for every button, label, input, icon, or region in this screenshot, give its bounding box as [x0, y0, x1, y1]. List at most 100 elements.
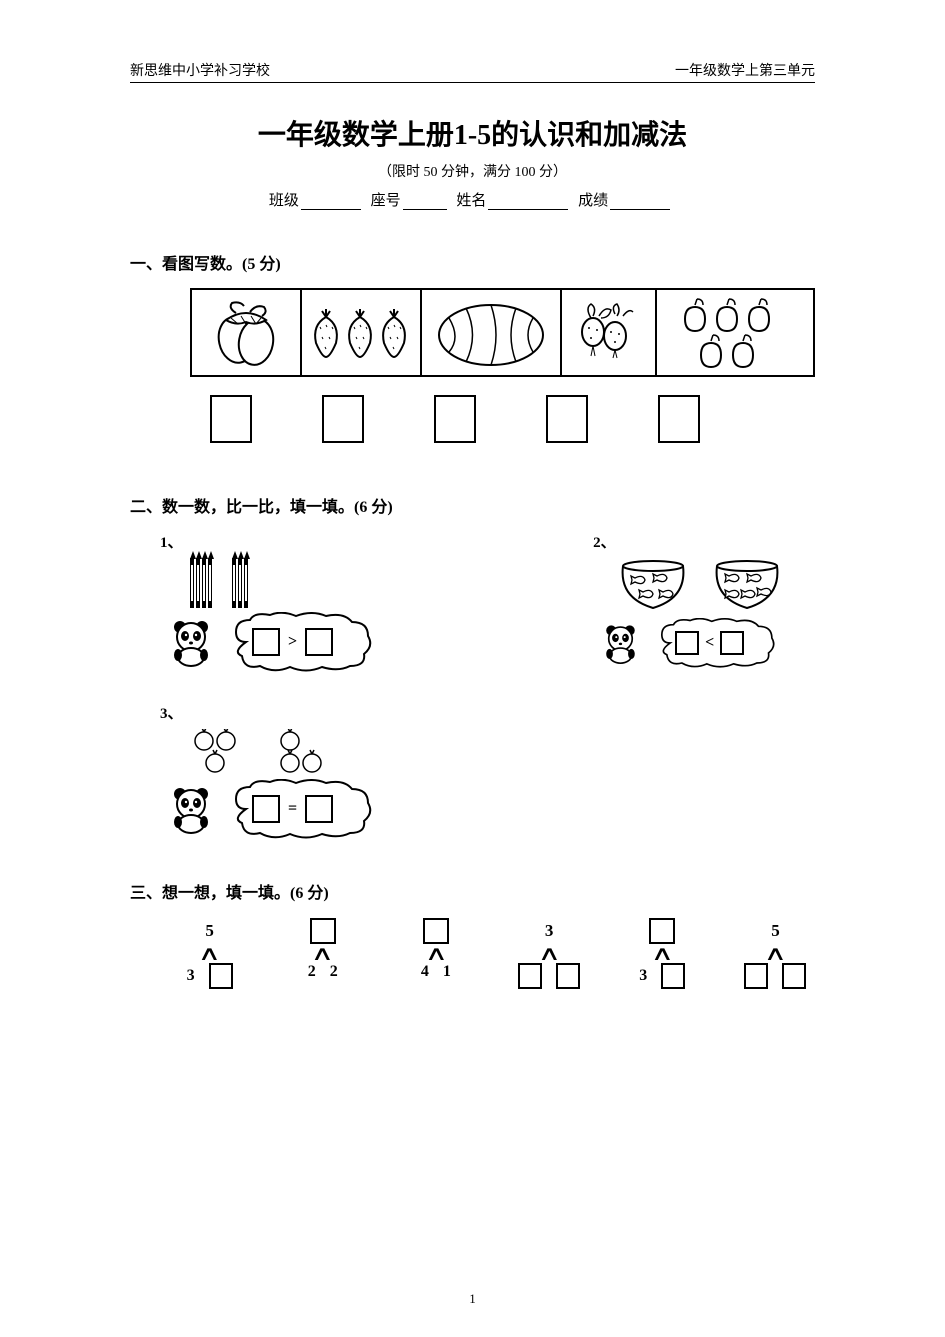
panda-icon — [601, 622, 645, 664]
bond-bottom — [518, 963, 580, 989]
compare-box-left[interactable] — [252, 628, 280, 656]
compare-box-left[interactable] — [252, 795, 280, 823]
answer-box[interactable] — [658, 395, 700, 443]
number-bond: ∧41 — [396, 917, 475, 989]
pencil-icon — [190, 558, 194, 608]
page-title: 一年级数学上册1-5的认识和加减法 — [130, 113, 815, 153]
q2-sub2-label: 2、 — [593, 531, 856, 552]
fruit-cell-strawberries — [302, 290, 422, 375]
strawberry-icon — [306, 303, 416, 363]
panda-bubble-1: > — [168, 612, 463, 672]
q2-sub1-label: 1、 — [160, 531, 463, 552]
bond-left: 2 — [308, 963, 316, 981]
panda-icon — [168, 617, 220, 667]
header-row: 新思维中小学补习学校 一年级数学上第三单元 — [130, 60, 815, 83]
number-bond: ∧3 — [623, 917, 702, 989]
bond-bottom: 3 — [187, 963, 233, 989]
bond-split-icon: ∧ — [198, 947, 221, 961]
pencil-icon — [208, 558, 212, 608]
bond-bottom: 41 — [421, 963, 451, 981]
bowls-row — [613, 558, 856, 614]
fishbowl-icon — [707, 558, 787, 614]
bond-left[interactable] — [744, 963, 768, 989]
fruit-cell-radishes — [562, 290, 657, 375]
page-number: 1 — [469, 1291, 476, 1307]
bonds-row: 5∧3∧22∧413∧∧35∧ — [170, 917, 815, 989]
watermelon-icon — [431, 298, 551, 368]
bond-right[interactable] — [661, 963, 685, 989]
q1-heading: 一、看图写数。(5 分) — [130, 250, 815, 274]
pencil-icon — [196, 558, 200, 608]
answer-box[interactable] — [322, 395, 364, 443]
pencil-group-right — [232, 558, 248, 608]
seat-blank[interactable] — [403, 194, 447, 210]
eq-operator: = — [288, 800, 297, 818]
pencils-row — [190, 558, 463, 608]
bond-right[interactable] — [209, 963, 233, 989]
pencil-icon — [232, 558, 236, 608]
bond-split-icon: ∧ — [311, 947, 334, 961]
number-bond: 3∧ — [510, 917, 589, 989]
fruit-cell-mangoes — [192, 290, 302, 375]
tomato-group-icon — [190, 729, 254, 775]
compare-box-right[interactable] — [305, 795, 333, 823]
compare-box-left[interactable] — [675, 631, 699, 655]
number-bond: 5 ∧3 — [170, 917, 249, 989]
bond-right: 1 — [443, 963, 451, 981]
bond-top[interactable] — [649, 917, 675, 945]
number-bond: 5∧ — [736, 917, 815, 989]
seat-label: 座号 — [371, 193, 401, 209]
class-blank[interactable] — [301, 194, 361, 210]
panda-bubble-3: = — [168, 779, 815, 839]
pencil-icon — [238, 558, 242, 608]
answer-boxes-row — [210, 395, 815, 443]
bond-box[interactable] — [310, 918, 336, 944]
bond-right[interactable] — [782, 963, 806, 989]
number-bond: ∧ 22 — [283, 917, 362, 989]
bond-top: 5 — [205, 917, 214, 945]
q2-heading: 二、数一数，比一比，填一填。(6 分) — [130, 493, 815, 517]
answer-box[interactable] — [434, 395, 476, 443]
pencil-icon — [244, 558, 248, 608]
name-label: 姓名 — [456, 193, 486, 209]
bond-split-icon: ∧ — [764, 947, 787, 961]
answer-box[interactable] — [210, 395, 252, 443]
bond-left: 3 — [639, 967, 647, 985]
pencil-group-left — [190, 558, 212, 608]
page: 新思维中小学补习学校 一年级数学上第三单元 一年级数学上册1-5的认识和加减法 … — [0, 0, 945, 1029]
fruit-row — [190, 288, 815, 377]
score-blank[interactable] — [610, 194, 670, 210]
q2-row1: 1、 — [160, 531, 815, 672]
bond-top[interactable] — [310, 917, 336, 945]
apples-icon — [665, 295, 785, 370]
class-label: 班级 — [269, 193, 299, 209]
radish-icon — [571, 300, 646, 365]
bond-bottom: 3 — [639, 963, 685, 989]
pencil-icon — [202, 558, 206, 608]
compare-box-right[interactable] — [305, 628, 333, 656]
bond-bottom — [744, 963, 806, 989]
gt-operator: > — [288, 633, 297, 651]
bond-box[interactable] — [423, 918, 449, 944]
page-subtitle: （限时 50 分钟，满分 100 分） — [130, 161, 815, 181]
bond-top[interactable] — [423, 917, 449, 945]
bond-left: 3 — [187, 967, 195, 985]
bond-bottom: 22 — [308, 963, 338, 981]
bond-box[interactable] — [649, 918, 675, 944]
bond-left[interactable] — [518, 963, 542, 989]
lt-operator: < — [705, 634, 714, 652]
answer-box[interactable] — [546, 395, 588, 443]
tomato-row — [190, 729, 815, 775]
q2-item-1: 1、 — [160, 531, 463, 672]
q3-heading: 三、想一想，填一填。(6 分) — [130, 879, 815, 903]
q2-sub3-label: 3、 — [160, 702, 815, 723]
bond-top: 3 — [545, 917, 554, 945]
bond-right[interactable] — [556, 963, 580, 989]
compare-box-right[interactable] — [720, 631, 744, 655]
fruit-cell-apples — [657, 290, 792, 375]
header-left: 新思维中小学补习学校 — [130, 60, 270, 80]
q2-item-2: 2、 — [593, 531, 856, 672]
bond-left: 4 — [421, 963, 429, 981]
name-blank[interactable] — [488, 194, 568, 210]
info-line: 班级 座号 姓名 成绩 — [130, 189, 815, 210]
